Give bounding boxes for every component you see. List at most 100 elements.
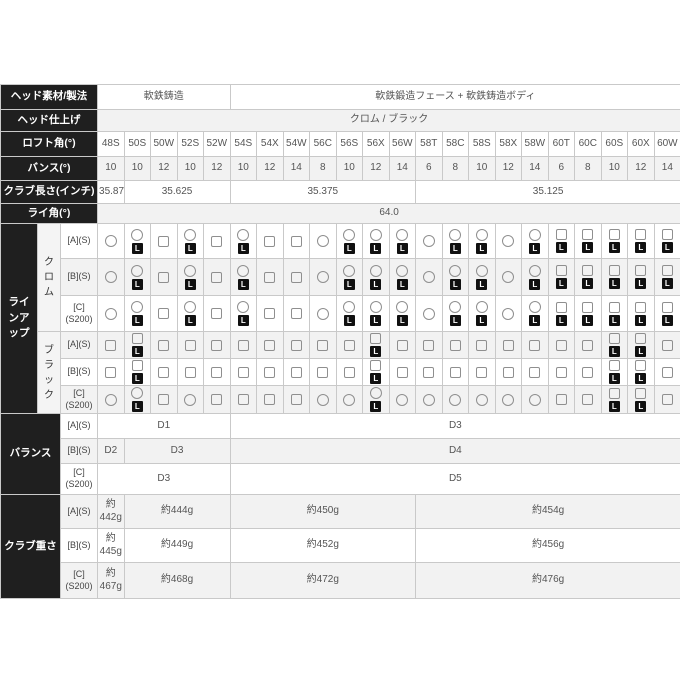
spec-table-body: ヘッド素材/製法 軟鉄鋳造 軟鉄鍛造フェース + 軟鉄鋳造ボディ ヘッド仕上げ クロム … [0,84,680,599]
sub-label-cell: [A](S) [59,331,99,359]
square-icon [396,366,408,378]
l-badge-icon: L [529,278,541,290]
symbol-group [417,366,441,378]
symbol-cell: L [600,331,629,359]
circle-icon [343,264,356,277]
square-icon [290,366,302,378]
symbol-cell [309,258,337,296]
symbol-group: L [444,301,468,326]
symbol-group: L [364,360,388,384]
symbol-group [152,366,176,378]
l-badge-icon: L [661,278,673,289]
symbol-cell: L [176,258,205,296]
symbol-group [391,339,415,351]
symbol-cell: L [362,258,390,296]
loft-value-cell: 58T [415,131,443,157]
symbol-cell [415,223,443,259]
symbol-cell [494,258,523,296]
l-badge-icon: L [555,314,567,326]
material-value-cell: 軟鉄鍛造フェース + 軟鉄鋳造ボディ [229,84,680,110]
symbol-group: L [126,360,150,384]
section-label-balance: バランス [0,413,61,495]
l-badge-icon: L [370,315,382,326]
square-icon [555,394,567,405]
symbol-cell [150,223,178,259]
symbol-cell: L [547,223,576,259]
symbol-group [417,235,441,247]
spec-table: ヘッド素材/製法 軟鉄鋳造 軟鉄鍛造フェース + 軟鉄鋳造ボディ ヘッド仕上げ クロム … [0,84,680,599]
symbol-group [497,235,521,247]
lie-value-cell: 64.0 [97,203,680,224]
symbol-group [311,307,335,320]
row-balance-c: [C] (S200) D3 D5 [0,463,680,495]
l-badge-icon: L [529,242,541,254]
l-badge-icon: L [237,278,249,290]
l-badge-icon: L [396,242,408,254]
loft-value-cell: 48S [97,131,125,157]
symbol-group [179,339,203,351]
symbol-group [99,339,123,351]
symbol-cell: L [468,223,496,259]
symbol-cell [97,223,125,259]
square-icon [105,339,117,351]
row-lie: ライ角(°) 64.0 [0,203,680,224]
symbol-group [470,366,494,378]
row-label-bounce: バンス(°) [0,156,99,181]
circle-icon [502,271,515,283]
material-value-cell: 軟鉄鋳造 [97,84,231,110]
loft-value-cell: 60S [600,131,629,157]
square-icon [635,301,647,313]
bounce-value-cell: 8 [309,156,337,181]
circle-icon [343,393,356,406]
symbol-group: L [603,387,627,412]
symbol-cell [547,331,576,359]
symbol-group: L [576,229,600,253]
l-badge-icon: L [343,315,355,326]
circle-icon [316,271,329,283]
group-label-black: ブラック [37,331,61,414]
loft-value-cell: 60C [574,131,602,157]
bounce-value-cell: 10 [97,156,125,181]
l-badge-icon: L [608,400,620,412]
loft-value-cell: 52S [176,131,205,157]
symbol-group: L [179,228,203,254]
symbol-group [205,366,229,378]
symbol-cell: L [123,223,152,259]
circle-icon [449,301,462,313]
symbol-cell: L [362,295,390,332]
square-icon [343,339,355,351]
symbol-group [285,271,309,283]
symbol-cell: L [600,295,629,332]
symbol-group [99,271,123,283]
square-icon [661,265,673,276]
symbol-group [550,339,574,351]
square-icon [608,229,620,240]
symbol-cell [335,331,364,359]
symbol-group [497,339,521,351]
symbol-group [576,339,600,351]
symbol-cell [203,358,231,386]
circle-icon [131,228,144,241]
symbol-group [152,271,176,283]
weight-value-cell: 約476g [415,562,680,599]
bounce-value-cell: 12 [494,156,523,181]
symbol-group: L [656,265,680,289]
weight-value-cell: 約454g [415,494,680,529]
square-icon [211,235,223,247]
square-icon [158,308,170,319]
symbol-group: L [126,301,150,326]
square-icon [555,265,567,276]
l-badge-icon: L [131,242,143,254]
circle-icon [184,393,197,406]
square-icon [317,366,329,378]
symbol-group [258,271,282,283]
loft-value-cell: 58X [494,131,523,157]
symbol-group: L [603,229,627,253]
symbol-group: L [629,333,653,357]
symbol-group [523,366,547,378]
square-icon [661,229,673,240]
square-icon [343,366,355,378]
symbol-group [258,394,282,405]
symbol-cell: L [123,258,152,296]
circle-icon [184,228,197,241]
